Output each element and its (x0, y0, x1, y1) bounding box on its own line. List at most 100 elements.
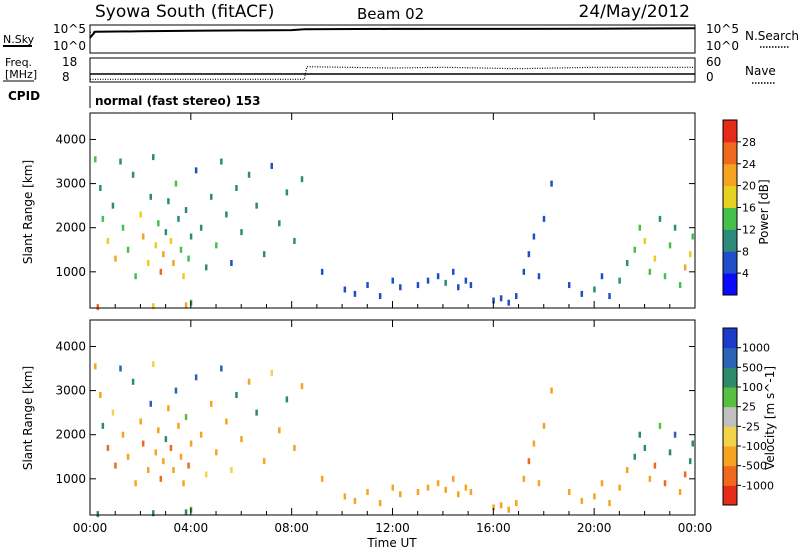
range-gate-cell (353, 497, 357, 504)
range-gate-cell (633, 246, 636, 253)
freq-tick-top-left: 18 (62, 55, 77, 69)
colorbar-swatch (723, 273, 737, 296)
range-gate-cell (262, 458, 266, 465)
range-gate-cell (469, 489, 473, 496)
range-gate-cell (106, 237, 110, 244)
range-gate-cell (658, 422, 662, 429)
x-tick-label: 00:00 (678, 521, 713, 535)
range-gate-cell (653, 462, 657, 469)
range-gate-cell (162, 251, 165, 258)
range-gate-cell (121, 224, 125, 231)
colorbar-swatch (723, 251, 737, 274)
date-title: 24/May/2012 (579, 2, 691, 22)
range-gate-cell (499, 502, 503, 509)
range-gate-cell (673, 431, 677, 438)
range-gate-cell (101, 215, 105, 222)
y-tick-label: 2000 (55, 221, 86, 235)
range-gate-cell (131, 378, 135, 385)
colorbar-tick-label: -500 (742, 460, 767, 473)
range-gate-cell (625, 467, 629, 473)
range-gate-cell (177, 422, 180, 429)
range-gate-cell (537, 480, 541, 487)
range-gate-cell (167, 405, 170, 412)
range-gate-cell (683, 471, 687, 478)
range-gate-cell (121, 431, 125, 438)
n-sky-series (89, 27, 696, 39)
range-gate-cell (378, 500, 382, 507)
range-gate-cell (320, 268, 324, 275)
nave-series (90, 66, 695, 80)
range-gate-cell (300, 383, 304, 390)
range-gate-cell (691, 440, 694, 447)
range-gate-cell (152, 510, 155, 517)
range-gate-cell (343, 286, 347, 293)
range-gate-cell (270, 369, 273, 376)
range-gate-cell (293, 444, 296, 451)
range-gate-cell (179, 246, 183, 253)
range-gate-cell (678, 282, 682, 289)
range-gate-cell (255, 409, 258, 416)
range-gate-cell (527, 458, 531, 465)
range-gate-cell (532, 440, 536, 447)
range-gate-cell (436, 273, 440, 280)
colorbar-tick-label: 1000 (742, 342, 770, 355)
range-gate-cell (492, 504, 495, 511)
range-gate-cell (499, 295, 503, 302)
x-tick-label: 12:00 (375, 521, 410, 535)
n-search-label: N.Search (745, 29, 799, 43)
range-gate-cell (169, 444, 173, 451)
range-gate-cell (643, 444, 647, 451)
velocity-colorbar: -1000 -500 -100 -25 25 100 500 1000 (722, 327, 774, 506)
range-gate-cell (580, 497, 584, 504)
range-gate-cell (658, 215, 662, 222)
range-gate-cell (600, 273, 604, 280)
colorbar-swatch (723, 347, 737, 368)
range-gate-cell (189, 233, 193, 240)
colorbar-tick-label: -1000 (742, 479, 774, 492)
colorbar-swatch (723, 485, 737, 506)
range-gate-cell (320, 475, 324, 482)
range-gate-cell (114, 255, 117, 262)
range-gate-cell (215, 449, 218, 456)
power-y-ticks: 1000 2000 3000 4000 (55, 132, 695, 279)
range-gate-cell (172, 467, 175, 473)
cpid-value: normal (fast stereo) 153 (95, 94, 261, 108)
colorbar-tick-label: 500 (742, 361, 763, 374)
range-gate-cell (469, 282, 473, 289)
range-gate-cell (149, 193, 152, 200)
range-gate-cell (235, 185, 238, 191)
n-sky-label: N.Sky (3, 33, 35, 46)
range-gate-cell (515, 500, 518, 507)
x-tick-label: 04:00 (174, 521, 209, 535)
range-gate-cell (285, 189, 289, 196)
range-gate-cell (391, 277, 394, 284)
range-gate-cell (593, 493, 596, 500)
x-tick-label: 20:00 (577, 521, 612, 535)
range-gate-cell (366, 282, 369, 289)
range-gate-cell (532, 233, 536, 240)
range-gate-cell (230, 467, 233, 473)
range-gate-cell (174, 387, 178, 394)
power-colorbar-label: Power [dB] (757, 179, 771, 244)
range-gate-cell (146, 260, 150, 266)
range-gate-cell (215, 242, 218, 249)
colorbar-tick-label: 100 (742, 381, 763, 394)
range-gate-cell (653, 255, 657, 262)
range-gate-cell (278, 220, 281, 227)
range-gate-cell (141, 440, 145, 447)
range-gate-cell (378, 293, 382, 300)
colorbar-swatch (723, 141, 737, 165)
range-gate-cell (134, 273, 137, 280)
range-gate-cell (134, 480, 137, 487)
range-gate-cell (169, 237, 173, 244)
range-gate-cell (416, 489, 420, 496)
colorbar-tick-label: -25 (742, 420, 760, 433)
range-gate-cell (550, 180, 553, 187)
range-gate-cell (399, 491, 402, 498)
range-gate-cell (225, 418, 228, 425)
range-gate-cell (154, 449, 158, 456)
range-gate-cell (126, 246, 130, 253)
range-gate-cell (278, 427, 281, 434)
range-gate-cell (668, 449, 672, 456)
range-gate-cell (270, 162, 273, 169)
